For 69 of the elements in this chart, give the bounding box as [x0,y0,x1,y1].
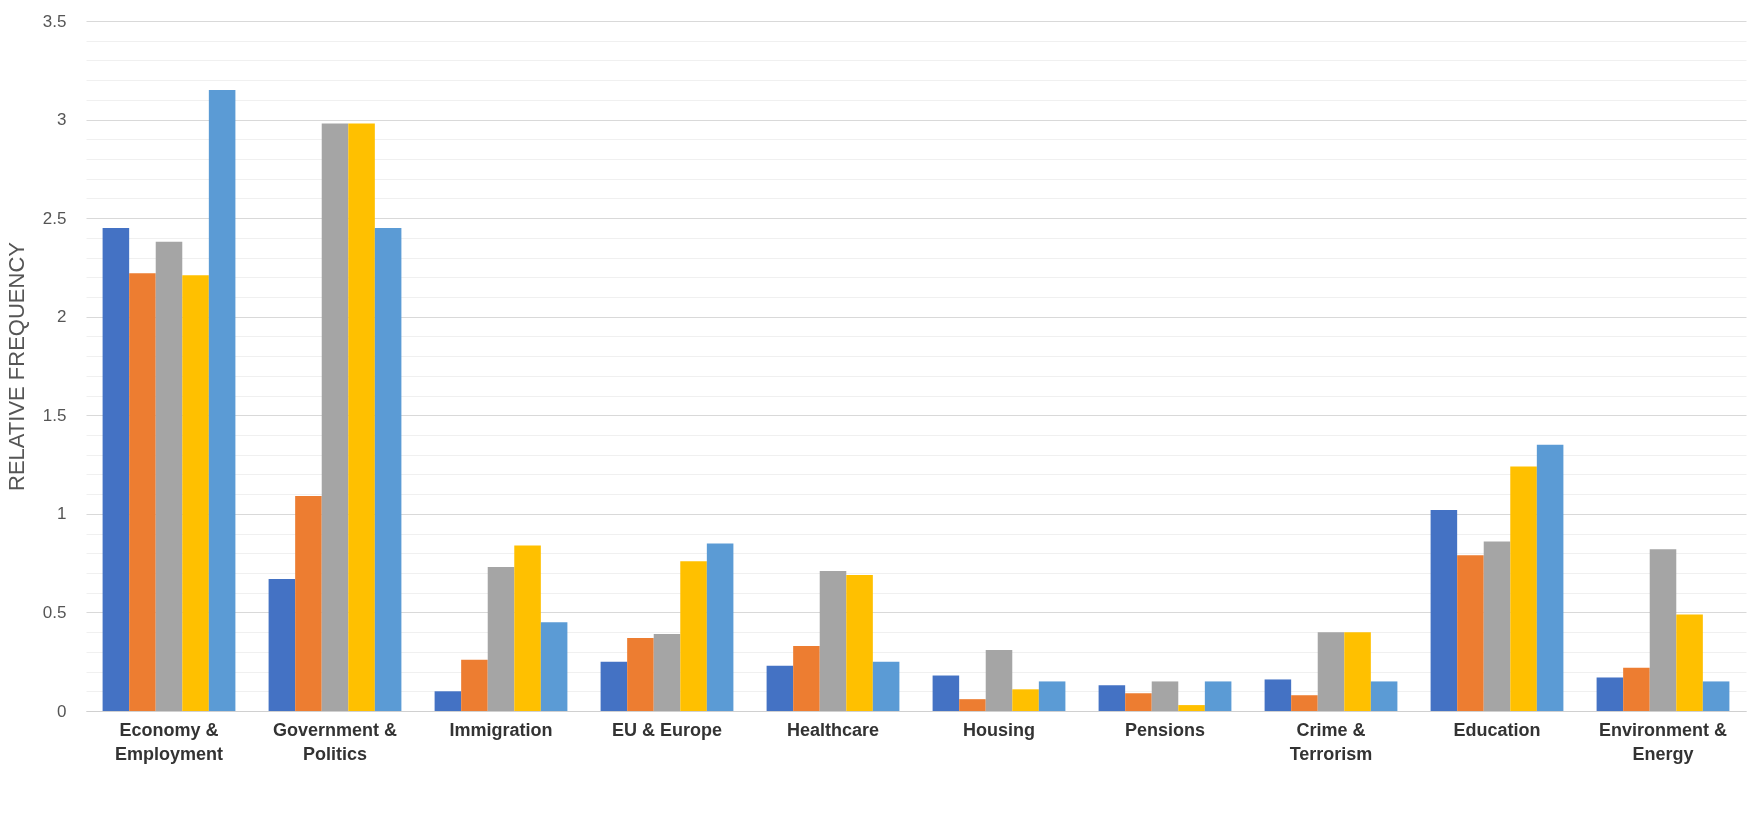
bar [1649,549,1677,711]
bar [819,571,847,711]
bar [540,622,568,711]
y-tick-label: 2 [57,307,67,327]
bar [1623,667,1650,711]
x-tick-label: Healthcare [786,719,880,740]
bar [627,638,654,711]
bar [102,228,130,711]
x-tick-label: Pensions [1124,719,1206,740]
bar [1430,509,1458,711]
bar [1510,466,1537,711]
x-tick-label: Crime & Terrorism [1289,719,1373,764]
bar [1370,681,1398,711]
x-tick-label: Environment & Energy [1598,719,1728,764]
bar [1151,681,1179,711]
bar [932,675,960,711]
bar [1536,444,1564,711]
x-tick-label: Economy & Employment [114,719,224,764]
bar [680,561,707,711]
y-tick-label: 3.5 [42,11,67,31]
bar [461,659,488,711]
bar [182,275,209,711]
x-tick-label: Housing [963,719,1035,740]
bar [1038,681,1066,711]
bar [155,241,183,711]
bar [600,661,628,711]
bar [793,645,820,711]
bar [959,699,986,711]
bar [846,574,873,711]
y-tick-label: 1.5 [42,405,67,425]
x-tick-label: Government & Politics [272,719,398,764]
bar [985,649,1013,711]
bar [653,634,681,711]
x-tick-label: EU & Europe [611,719,723,740]
bar [434,691,462,711]
bar [1264,679,1292,711]
bar [706,543,734,711]
bar [1098,685,1126,711]
y-tick-label: 2.5 [42,208,67,228]
y-axis-title: RELATIVE FREQUENCY [3,241,29,491]
bar [1676,614,1703,711]
x-tick-label: Education [1453,719,1541,740]
y-tick-label: 0 [57,701,67,721]
y-tick-label: 1 [57,504,67,524]
bar [1702,681,1730,711]
bar [1317,632,1345,711]
bar [295,496,322,711]
bar [1483,541,1511,711]
bar [208,90,236,711]
bar [1344,632,1371,711]
bar [1457,555,1484,711]
bar [1291,695,1318,711]
bar [321,123,349,711]
y-tick-label: 3 [57,110,67,130]
bar [129,273,156,711]
bar [1204,681,1232,711]
bar [268,578,296,711]
x-tick-label: Immigration [449,719,553,740]
bar [1012,689,1039,711]
bar [514,545,541,711]
y-tick-label: 0.5 [42,602,67,622]
bar [1125,693,1152,711]
bar [348,123,375,711]
bar [766,665,794,711]
bar [1596,677,1624,711]
bar [872,661,900,711]
bar [374,228,402,711]
bar [1178,705,1205,711]
bar [487,567,515,711]
